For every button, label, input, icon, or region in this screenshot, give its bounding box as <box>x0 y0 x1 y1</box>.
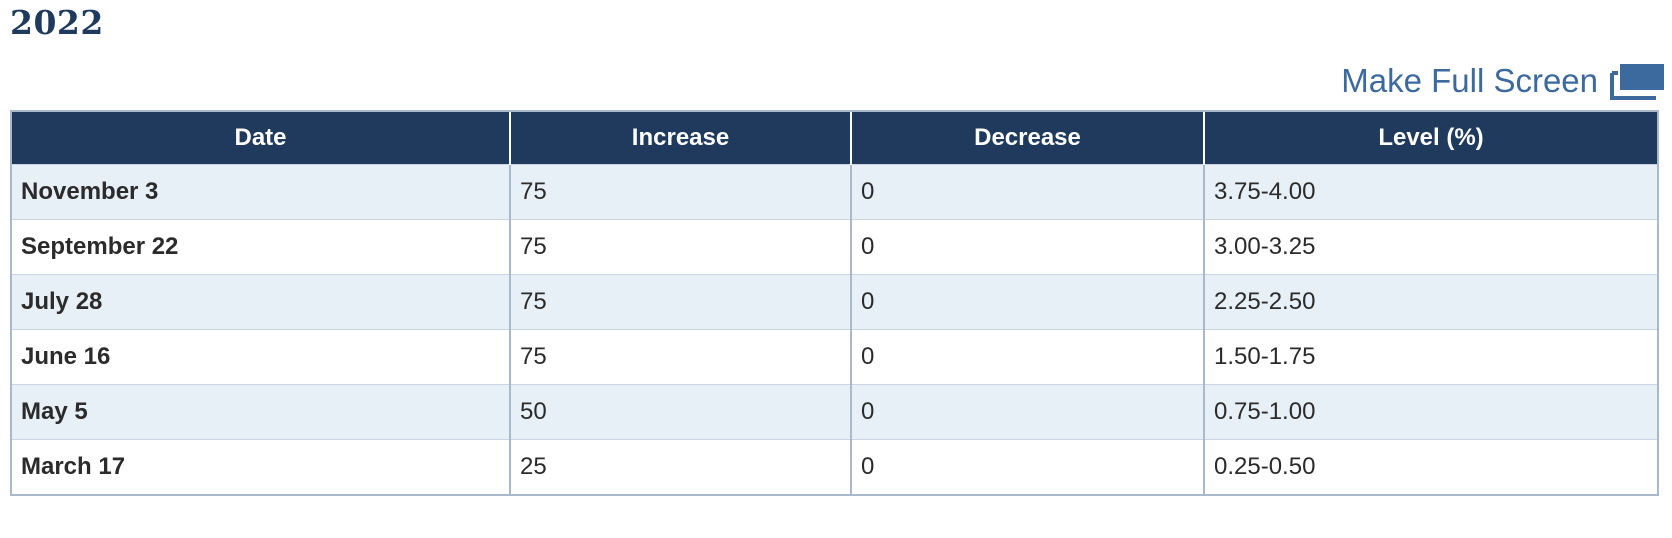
rate-changes-table-container: Date Increase Decrease Level (%) Novembe… <box>10 110 1659 496</box>
table-row: July 28 75 0 2.25-2.50 <box>12 274 1657 330</box>
table-row: September 22 75 0 3.00-3.25 <box>12 219 1657 275</box>
date-cell: November 3 <box>12 164 511 220</box>
date-cell: May 5 <box>12 384 511 440</box>
decrease-cell: 0 <box>851 384 1205 440</box>
date-cell: July 28 <box>12 274 511 330</box>
make-full-screen-label: Make Full Screen <box>1341 62 1598 99</box>
date-cell: June 16 <box>12 329 511 385</box>
column-header-date: Date <box>12 112 511 165</box>
level-cell: 0.75-1.00 <box>1204 384 1657 440</box>
decrease-cell: 0 <box>851 274 1205 330</box>
increase-cell: 75 <box>510 274 852 330</box>
table-header-row: Date Increase Decrease Level (%) <box>12 112 1657 165</box>
increase-cell: 50 <box>510 384 852 440</box>
make-full-screen-link[interactable]: Make Full Screen <box>1341 60 1666 102</box>
increase-cell: 25 <box>510 439 852 494</box>
date-cell: March 17 <box>12 439 511 494</box>
decrease-cell: 0 <box>851 219 1205 275</box>
increase-cell: 75 <box>510 329 852 385</box>
table-row: June 16 75 0 1.50-1.75 <box>12 329 1657 385</box>
column-header-level: Level (%) <box>1204 112 1657 165</box>
fullscreen-icon <box>1608 61 1666 101</box>
level-cell: 3.00-3.25 <box>1204 219 1657 275</box>
decrease-cell: 0 <box>851 329 1205 385</box>
increase-cell: 75 <box>510 219 852 275</box>
decrease-cell: 0 <box>851 439 1205 494</box>
level-cell: 0.25-0.50 <box>1204 439 1657 494</box>
level-cell: 2.25-2.50 <box>1204 274 1657 330</box>
increase-cell: 75 <box>510 164 852 220</box>
table-row: March 17 25 0 0.25-0.50 <box>12 439 1657 494</box>
column-header-increase: Increase <box>510 112 852 165</box>
table-row: November 3 75 0 3.75-4.00 <box>12 164 1657 220</box>
table-row: May 5 50 0 0.75-1.00 <box>12 384 1657 440</box>
level-cell: 1.50-1.75 <box>1204 329 1657 385</box>
decrease-cell: 0 <box>851 164 1205 220</box>
rate-changes-table: Date Increase Decrease Level (%) Novembe… <box>12 112 1657 494</box>
level-cell: 3.75-4.00 <box>1204 164 1657 220</box>
column-header-decrease: Decrease <box>851 112 1205 165</box>
year-heading: 2022 <box>10 3 104 42</box>
date-cell: September 22 <box>12 219 511 275</box>
